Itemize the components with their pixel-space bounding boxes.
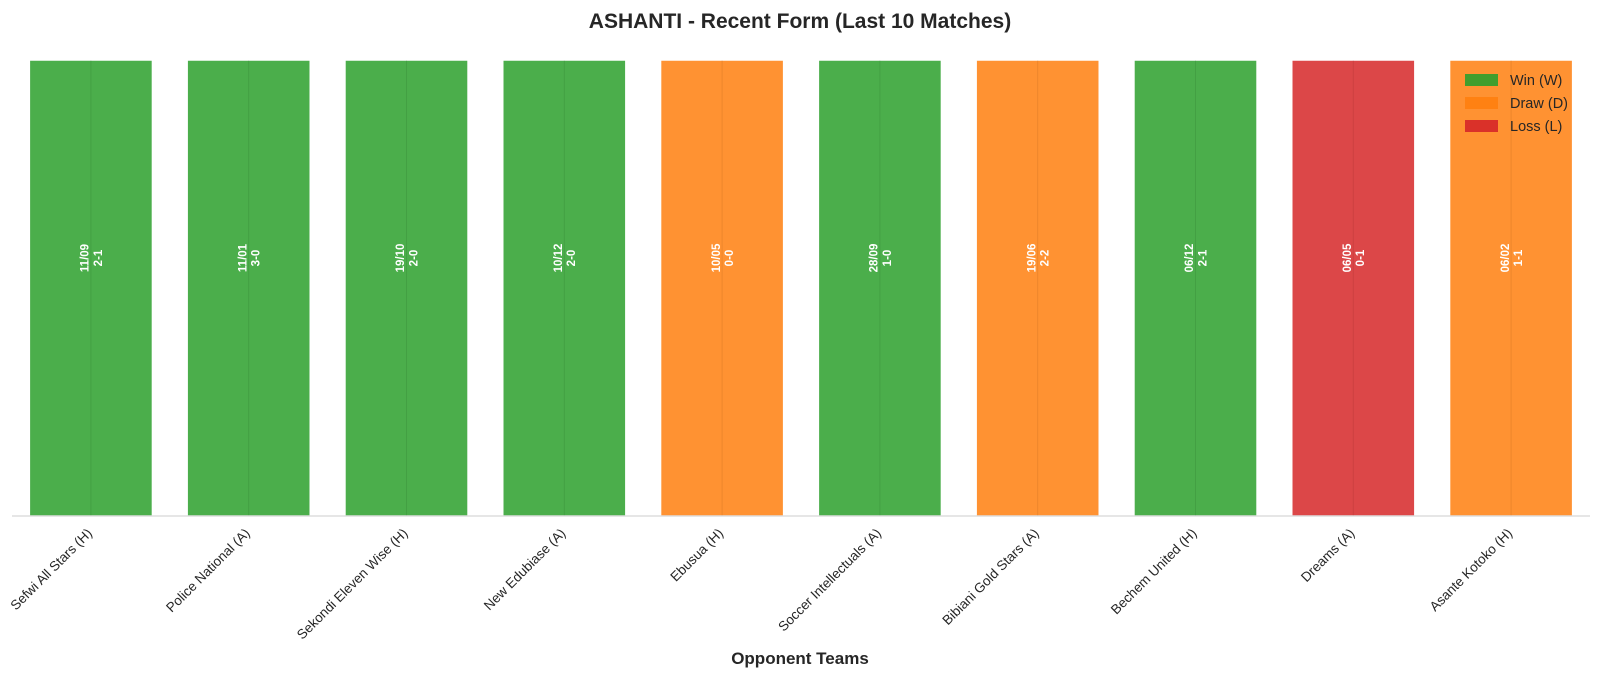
x-tick-label: Sefwi All Stars (H) <box>7 526 95 614</box>
bar-score: 2-0 <box>408 250 420 267</box>
x-tick-label: Sekondi Eleven Wise (H) <box>294 526 411 643</box>
x-tick-label: Ebusua (H) <box>667 526 726 585</box>
bar-label: 06/021-1 <box>1500 244 1525 273</box>
x-tick-label: Bibiani Gold Stars (A) <box>939 526 1041 628</box>
bar-label: 11/013-0 <box>237 243 262 272</box>
bar-score: 2-0 <box>566 250 578 267</box>
bar-date: 10/05 <box>711 243 723 272</box>
bar-date: 19/10 <box>395 244 407 273</box>
x-tick-label: Dreams (A) <box>1298 526 1357 585</box>
bar-date: 11/01 <box>237 243 249 272</box>
bar-group: 28/091-0 <box>817 59 943 517</box>
x-tick-label: New Edubiase (A) <box>481 526 569 614</box>
bar-group: 06/122-1 <box>1133 59 1258 517</box>
x-tick-label: Bechem United (H) <box>1108 526 1200 618</box>
bar-w <box>502 59 627 517</box>
legend-label: Loss (L) <box>1510 119 1562 135</box>
bar-score: 2-2 <box>1040 250 1052 267</box>
bar-date: 11/09 <box>80 244 92 272</box>
bar-label: 06/122-1 <box>1184 244 1209 273</box>
bar-group: 11/092-1 <box>28 59 154 517</box>
bar-group: 06/050-1 <box>1291 59 1416 517</box>
bar-date: 19/06 <box>1026 244 1038 273</box>
x-tick-label: Asante Kotoko (H) <box>1427 526 1516 615</box>
bar-label: 11/092-1 <box>80 244 105 272</box>
bar-score: 2-1 <box>93 249 105 266</box>
bar-score: 1-0 <box>882 250 894 267</box>
bar-w <box>344 59 469 517</box>
x-tick-labels: Sefwi All Stars (H) Police National (A) Se… <box>7 526 1515 643</box>
legend-swatch <box>1465 74 1498 86</box>
bar-group: 19/102-0 <box>344 59 469 517</box>
bar-group: 06/021-1 <box>1448 59 1574 517</box>
x-axis-label: Opponent Teams <box>731 649 869 668</box>
bar-date: 06/12 <box>1184 244 1196 273</box>
bar-label: 28/091-0 <box>869 244 894 273</box>
bar-label: 10/050-0 <box>711 243 736 272</box>
bar-date: 06/05 <box>1342 243 1354 272</box>
legend-entry-w: Win (W) <box>1465 73 1562 89</box>
bar-w <box>817 59 943 517</box>
bar-group: 19/062-2 <box>975 59 1100 517</box>
bar-d <box>975 59 1100 517</box>
legend-label: Draw (D) <box>1510 96 1568 112</box>
legend-swatch <box>1465 120 1498 132</box>
bar-date: 06/02 <box>1500 244 1512 273</box>
bar-label: 06/050-1 <box>1342 243 1367 272</box>
bar-date: 28/09 <box>869 244 881 273</box>
legend-entry-d: Draw (D) <box>1465 96 1568 112</box>
legend-label: Win (W) <box>1510 73 1562 89</box>
bar-w <box>28 59 154 517</box>
bar-group: 11/013-0 <box>186 59 311 517</box>
x-tick-label: Police National (A) <box>163 526 253 616</box>
bar-score: 3-0 <box>251 250 263 267</box>
bars-layer: 11/092-1 11/013-0 19/102-0 10/122-0 10/050-0… <box>28 59 1574 517</box>
bar-group: 10/122-0 <box>502 59 627 517</box>
chart-title: ASHANTI - Recent Form (Last 10 Matches) <box>589 10 1011 33</box>
legend-swatch <box>1465 97 1498 109</box>
legend: Win (W) Draw (D) Loss (L) <box>1465 73 1568 135</box>
legend-entry-l: Loss (L) <box>1465 119 1562 135</box>
bar-score: 0-1 <box>1355 249 1367 266</box>
bar-d <box>659 59 785 517</box>
bar-date: 10/12 <box>553 244 565 273</box>
bar-group: 10/050-0 <box>659 59 785 517</box>
bar-score: 0-0 <box>724 250 736 267</box>
bar-label: 19/062-2 <box>1026 244 1051 273</box>
bar-d <box>1448 59 1574 517</box>
bar-score: 1-1 <box>1513 249 1525 266</box>
bar-score: 2-1 <box>1197 249 1209 266</box>
bar-label: 19/102-0 <box>395 244 420 273</box>
bar-label: 10/122-0 <box>553 244 578 273</box>
bar-w <box>1133 59 1258 517</box>
x-tick-label: Soccer Intellectuals (A) <box>775 526 884 635</box>
